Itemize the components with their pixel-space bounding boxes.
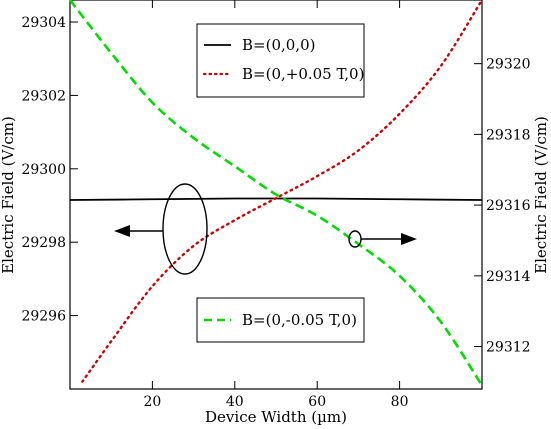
- series-line-bminus: [68, 0, 484, 387]
- right-tick-label: 29320: [486, 57, 531, 73]
- left-axis-label: Electric Field (V/cm): [0, 116, 17, 274]
- right-axis-annotation: [348, 230, 417, 248]
- legend-label-bplus: B=(0,+0.05 T,0): [242, 65, 364, 83]
- legend-bottom: B=(0,-0.05 T,0): [196, 297, 365, 343]
- x-tick-label: 20: [143, 394, 161, 410]
- x-tick-label: 60: [308, 394, 326, 410]
- left-axis-annotation: [114, 183, 208, 275]
- series-line-bplus: [81, 0, 484, 383]
- left-tick-label: 29302: [21, 88, 66, 104]
- right-tick-label: 29316: [486, 198, 531, 214]
- right-axis-ticks: 29312 29314 29316 29318 29320: [474, 57, 531, 356]
- left-tick-label: 29300: [21, 162, 66, 178]
- left-tick-label: 29296: [21, 309, 66, 325]
- legend-top: B=(0,0,0) B=(0,+0.05 T,0): [196, 23, 365, 98]
- right-axis-label: Electric Field (V/cm): [532, 116, 550, 274]
- left-annotation-ellipse: [162, 183, 208, 275]
- legend-top-box: [196, 23, 365, 98]
- left-arrow-icon: [114, 225, 130, 237]
- right-arrow-icon: [401, 233, 417, 245]
- right-tick-label: 29314: [486, 269, 531, 285]
- right-tick-label: 29312: [486, 340, 531, 356]
- legend-label-b0: B=(0,0,0): [242, 36, 315, 54]
- left-axis-ticks: 29296 29298 29300 29302 29304: [21, 15, 78, 325]
- plot-frame: [69, 0, 483, 390]
- right-annotation-ellipse: [348, 230, 362, 248]
- x-tick-label: 80: [391, 394, 409, 410]
- left-tick-label: 29298: [21, 235, 66, 251]
- x-axis-label: Device Width (µm): [205, 408, 347, 426]
- series-layer: [68, 0, 484, 387]
- left-tick-label: 29304: [21, 15, 66, 31]
- x-tick-label: 40: [226, 394, 244, 410]
- x-axis-ticks: 20 40 60 80: [143, 0, 409, 410]
- right-tick-label: 29318: [486, 127, 531, 143]
- legend-label-bminus: B=(0,-0.05 T,0): [242, 311, 357, 329]
